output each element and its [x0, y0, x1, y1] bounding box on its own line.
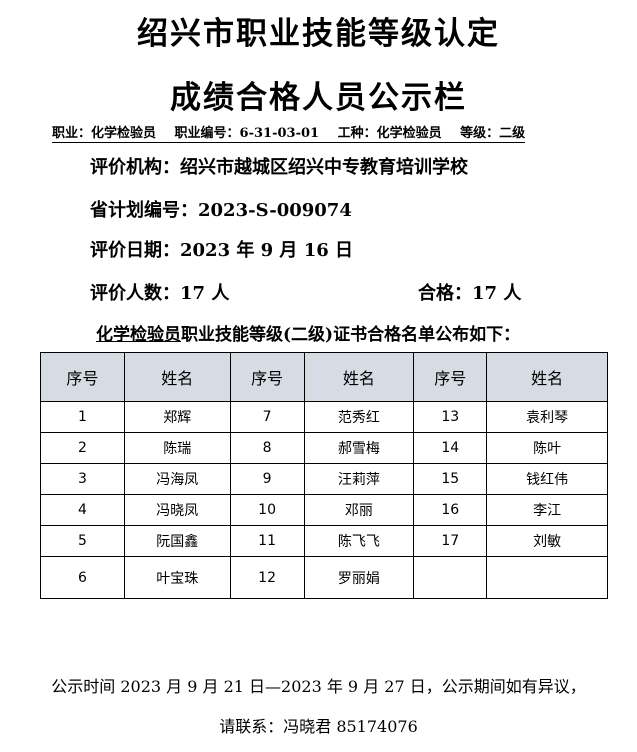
table-row: 5 阮国鑫 11 陈飞飞 17 刘敏	[40, 525, 608, 557]
header-name: 姓名	[303, 352, 415, 402]
cell-index: 1	[40, 401, 125, 433]
cell-name: 刘敏	[486, 525, 608, 557]
header-index: 序号	[40, 352, 125, 402]
cell-name: 叶宝珠	[123, 556, 231, 599]
cell-name: 陈飞飞	[303, 525, 415, 557]
cell-index: 10	[229, 494, 305, 526]
cell-name: 李江	[486, 494, 608, 526]
cell-index: 2	[40, 432, 125, 464]
header-name: 姓名	[486, 352, 608, 402]
occupation: 职业：化学检验员	[52, 126, 157, 141]
footer-contact: 请联系：冯晓君 85174076	[219, 717, 418, 736]
occupation-code: 职业编号：6-31-03-01	[174, 126, 320, 141]
cell-index: 17	[413, 525, 488, 557]
cell-index: 11	[229, 525, 305, 557]
cell-name: 钱红伟	[486, 463, 608, 495]
list-intro: 化学检验员职业技能等级(二级)证书合格名单公布如下：	[96, 320, 520, 345]
cell-index: 5	[40, 525, 125, 557]
cell-index: 15	[413, 463, 488, 495]
cell-index: 4	[40, 494, 125, 526]
cell-name: 郑辉	[123, 401, 231, 433]
candidate-count: 评价人数：17 人	[90, 283, 230, 304]
level: 等级：二级	[460, 126, 526, 141]
header-name: 姓名	[123, 352, 231, 402]
table-header-row: 序号 姓名 序号 姓名 序号 姓名	[40, 352, 608, 402]
cell-index: 9	[229, 463, 305, 495]
title-line-1: 绍兴市职业技能等级认定	[137, 16, 500, 52]
trade: 工种：化学检验员	[337, 126, 442, 141]
passed-list-table: 序号 姓名 序号 姓名 序号 姓名 1 郑辉 7 范秀红 13 袁利琴 2 陈瑞 8 郝雪梅 14 陈叶 3 冯海凤…	[40, 352, 608, 599]
cell-name: 罗丽娟	[303, 556, 415, 599]
cell-name: 袁利琴	[486, 401, 608, 433]
cell-name: 郝雪梅	[303, 432, 415, 464]
table-row: 6 叶宝珠 12 罗丽娟	[40, 556, 608, 599]
table-row: 1 郑辉 7 范秀红 13 袁利琴	[40, 401, 608, 433]
cell-name: 陈瑞	[123, 432, 231, 464]
passed-count: 合格：17 人	[418, 283, 522, 304]
cell-name: 冯晓凤	[123, 494, 231, 526]
cell-index: 16	[413, 494, 488, 526]
cell-index: 12	[229, 556, 305, 599]
occupation-info: 职业：化学检验员 职业编号：6-31-03-01 工种：化学检验员 等级：二级	[52, 122, 526, 143]
plan-number: 省计划编号：2023-S-009074	[90, 200, 352, 221]
table-row: 4 冯晓凤 10 邓丽 16 李江	[40, 494, 608, 526]
cell-index: 13	[413, 401, 488, 433]
cell-index: 7	[229, 401, 305, 433]
cell-name	[486, 556, 608, 599]
table-row: 2 陈瑞 8 郝雪梅 14 陈叶	[40, 432, 608, 464]
cell-index: 6	[40, 556, 125, 599]
cell-name: 阮国鑫	[123, 525, 231, 557]
evaluation-org: 评价机构：绍兴市越城区绍兴中专教育培训学校	[90, 157, 468, 178]
cell-index	[413, 556, 488, 599]
cell-index: 14	[413, 432, 488, 464]
cell-name: 范秀红	[303, 401, 415, 433]
cell-name: 陈叶	[486, 432, 608, 464]
intro-text: 职业技能等级(二级)证书合格名单公布如下：	[181, 325, 521, 345]
cell-name: 邓丽	[303, 494, 415, 526]
evaluation-date: 评价日期：2023 年 9 月 16 日	[90, 240, 354, 261]
header-index: 序号	[413, 352, 488, 402]
cell-index: 8	[229, 432, 305, 464]
footer-notice: 公示时间 2023 月 9 月 21 日—2023 年 9 月 27 日，公示期…	[51, 677, 586, 696]
cell-index: 3	[40, 463, 125, 495]
table-row: 3 冯海凤 9 汪莉萍 15 钱红伟	[40, 463, 608, 495]
title-line-2: 成绩合格人员公示栏	[170, 80, 467, 116]
header-index: 序号	[229, 352, 305, 402]
cell-name: 汪莉萍	[303, 463, 415, 495]
cell-name: 冯海凤	[123, 463, 231, 495]
intro-occupation: 化学检验员	[96, 325, 181, 345]
